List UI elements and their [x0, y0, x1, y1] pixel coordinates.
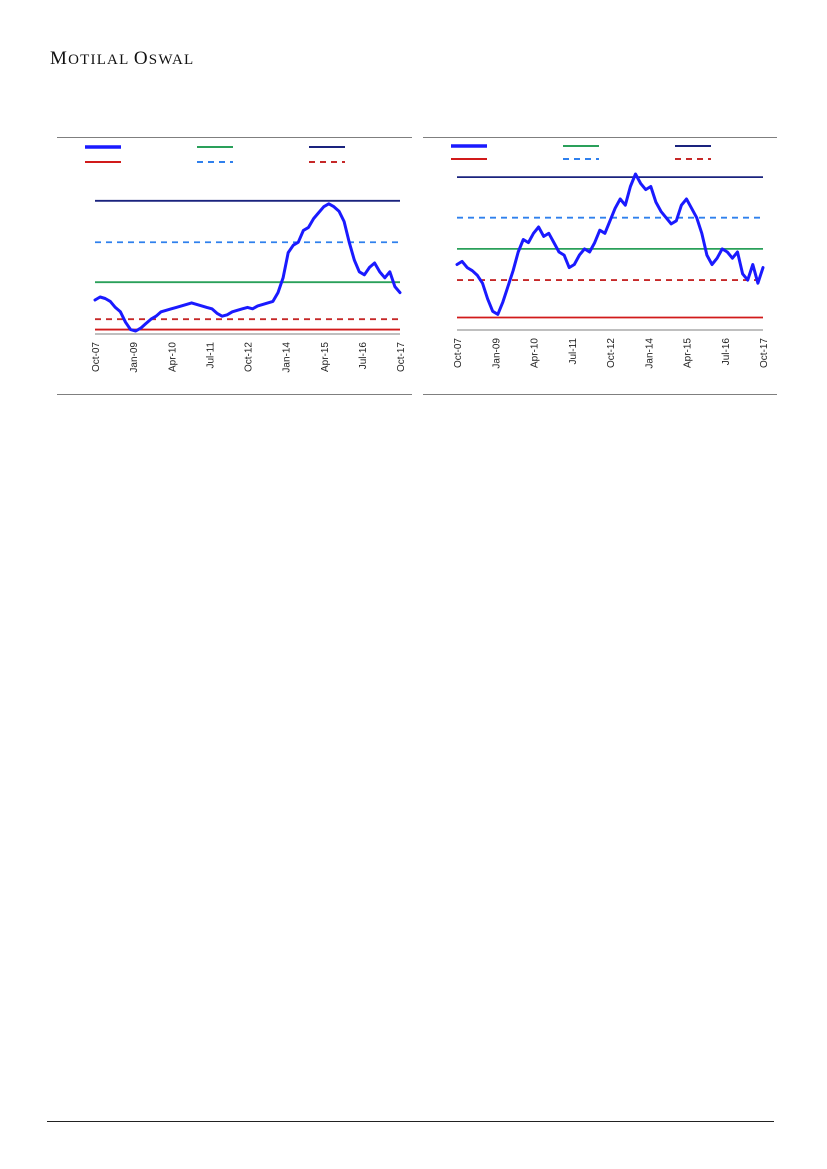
chart-right: Oct-07 Jan-09 Apr-10 Jul-11 Oct-12 Jan-14 Apr-… — [451, 144, 770, 369]
x-tick-label: Jan-14 — [644, 338, 655, 369]
chart-panel-right: Oct-07 Jan-09 Apr-10 Jul-11 Oct-12 Jan-14 Apr-… — [423, 137, 777, 395]
x-tick-label: Oct-07 — [453, 338, 464, 368]
x-tick-label: Jan-09 — [129, 342, 140, 373]
x-tick-label: Jan-14 — [282, 342, 293, 373]
x-tick-label: Jul-11 — [205, 342, 216, 369]
x-tick-label: Oct-17 — [759, 338, 770, 368]
series-line — [455, 172, 765, 316]
x-tick-label: Apr-10 — [167, 342, 178, 372]
x-tick-label: Oct-17 — [396, 342, 407, 372]
brand-logo: MOTILAL OSWAL — [50, 48, 195, 69]
x-tick-label: Oct-12 — [606, 338, 617, 368]
chart-panel-left: Oct-07 Jan-09 Apr-10 Jul-11 Oct-12 Jan-14 Apr-… — [57, 137, 412, 395]
footer-divider — [47, 1121, 774, 1122]
x-tick-label: Jul-16 — [358, 342, 369, 370]
series-line — [93, 202, 402, 333]
x-tick-label: Apr-15 — [683, 338, 694, 368]
x-tick-label: Apr-10 — [530, 338, 541, 368]
x-tick-label: Jul-16 — [721, 338, 732, 366]
x-tick-label: Oct-07 — [91, 342, 102, 372]
x-tick-label: Apr-15 — [320, 342, 331, 372]
x-tick-label: Oct-12 — [244, 342, 255, 372]
x-tick-label: Jul-11 — [568, 338, 579, 365]
chart-left: Oct-07 Jan-09 Apr-10 Jul-11 Oct-12 Jan-14 Apr-… — [85, 145, 407, 373]
x-tick-label: Jan-09 — [491, 338, 502, 369]
